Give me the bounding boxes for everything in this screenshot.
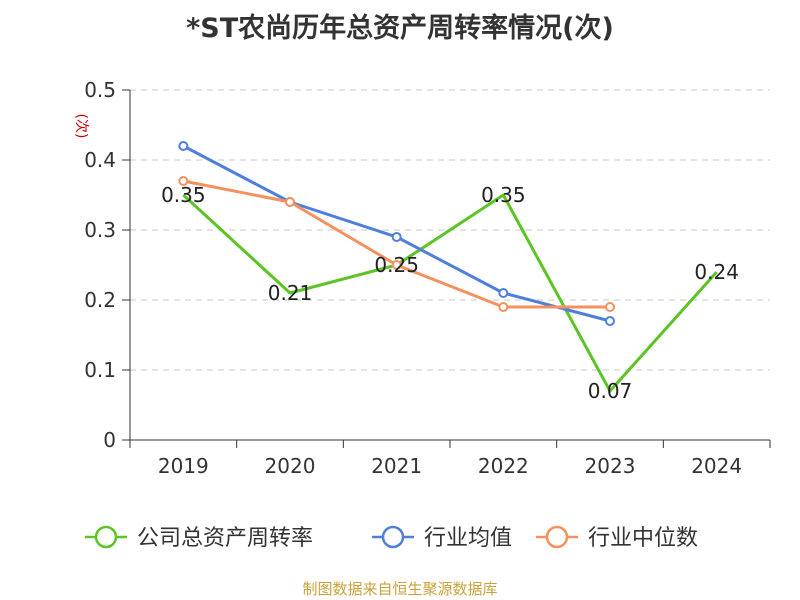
data-label: 0.25 <box>374 253 419 277</box>
data-point <box>605 316 615 326</box>
data-point <box>285 197 295 207</box>
legend-label: 行业均值 <box>424 526 512 551</box>
data-point <box>605 302 615 312</box>
data-point <box>178 176 189 186</box>
data-point <box>391 232 402 242</box>
x-tick-label: 2023 <box>585 454 636 478</box>
legend-marker <box>94 525 118 549</box>
data-label: 0.21 <box>268 281 313 305</box>
y-tick-label: 0.1 <box>84 358 116 382</box>
legend-label: 行业中位数 <box>588 526 698 551</box>
y-tick-label: 0.2 <box>84 288 116 312</box>
x-tick-label: 2024 <box>691 454 742 478</box>
y-tick-label: 0.4 <box>84 148 116 172</box>
data-label: 0.07 <box>588 379 633 403</box>
x-tick-label: 2019 <box>158 454 209 478</box>
legend-label: 公司总资产周转率 <box>137 526 313 551</box>
y-axis-label: (次) <box>73 114 89 139</box>
y-tick-label: 0 <box>103 428 116 452</box>
chart-title: *ST农尚历年总资产周转率情况(次) <box>186 13 614 44</box>
y-tick-label: 0.5 <box>84 78 116 102</box>
legend-marker <box>381 525 405 549</box>
series-line-0 <box>182 193 718 393</box>
data-point <box>391 260 402 270</box>
data-point <box>178 141 189 151</box>
x-tick-label: 2020 <box>265 454 316 478</box>
data-point <box>498 302 509 312</box>
data-label: 0.35 <box>161 183 206 207</box>
source-note: 制图数据来自恒生聚源数据库 <box>302 580 498 598</box>
x-tick-label: 2021 <box>371 454 422 478</box>
series-line-2 <box>183 179 610 309</box>
legend-marker <box>545 525 569 549</box>
data-label: 0.35 <box>481 183 526 207</box>
y-tick-label: 0.3 <box>84 218 116 242</box>
data-label: 0.24 <box>694 260 739 284</box>
data-point <box>498 288 509 298</box>
x-tick-label: 2022 <box>478 454 529 478</box>
